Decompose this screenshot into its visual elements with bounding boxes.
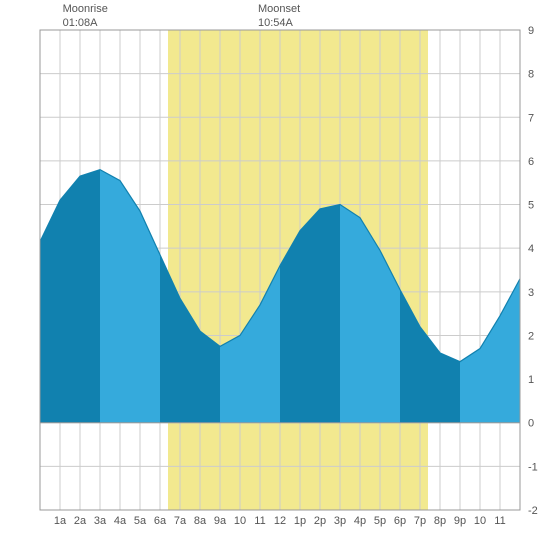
y-tick-label: 6 (528, 156, 534, 168)
x-tick-label: 8a (194, 515, 207, 527)
y-tick-label: 9 (528, 25, 534, 37)
y-axis-labels: -2 -1 0 1 2 3 4 5 6 7 8 9 (528, 25, 538, 517)
y-tick-label: 4 (528, 243, 534, 255)
x-tick-label: 9a (214, 515, 227, 527)
x-tick-label: 5p (374, 515, 386, 527)
tide-chart: 1a2a3a4a5a6a7a8a9a1011121p2p3p4p5p6p7p8p… (0, 0, 550, 550)
x-tick-label: 1a (54, 515, 67, 527)
y-tick-label: 3 (528, 287, 534, 299)
moonset-annotation: Moonset 10:54A (258, 2, 300, 31)
x-tick-label: 7p (414, 515, 426, 527)
x-tick-label: 3p (334, 515, 346, 527)
moonset-value: 10:54A (258, 16, 300, 30)
x-tick-label: 7a (174, 515, 187, 527)
x-tick-label: 8p (434, 515, 446, 527)
x-tick-label: 12 (274, 515, 286, 527)
x-tick-label: 1p (294, 515, 306, 527)
y-tick-label: -2 (528, 505, 538, 517)
x-tick-label: 11 (254, 515, 265, 527)
y-tick-label: 2 (528, 330, 534, 342)
y-tick-label: -1 (528, 461, 538, 473)
x-tick-label: 2p (314, 515, 326, 527)
x-tick-label: 6a (154, 515, 167, 527)
x-tick-label: 11 (494, 515, 505, 527)
y-tick-label: 0 (528, 418, 534, 430)
y-tick-label: 8 (528, 69, 534, 81)
x-tick-label: 2a (74, 515, 87, 527)
x-tick-label: 3a (94, 515, 107, 527)
x-tick-label: 9p (454, 515, 466, 527)
moonrise-annotation: Moonrise 01:08A (63, 2, 108, 31)
moonset-title: Moonset (258, 2, 300, 16)
x-tick-label: 4a (114, 515, 127, 527)
y-tick-label: 5 (528, 200, 534, 212)
x-tick-label: 10 (474, 515, 486, 527)
moonrise-title: Moonrise (63, 2, 108, 16)
moonrise-value: 01:08A (63, 16, 108, 30)
x-tick-label: 5a (134, 515, 147, 527)
x-axis-labels: 1a 2a 3a 4a 5a 6a 7a 8a 9a 10 11 12 1p 2p 3p 4p 5p 6p 7p 8p… (54, 515, 506, 527)
x-tick-label: 6p (394, 515, 406, 527)
y-tick-label: 7 (528, 112, 534, 124)
x-tick-label: 4p (354, 515, 366, 527)
x-tick-label: 10 (234, 515, 246, 527)
y-tick-label: 1 (528, 374, 534, 386)
